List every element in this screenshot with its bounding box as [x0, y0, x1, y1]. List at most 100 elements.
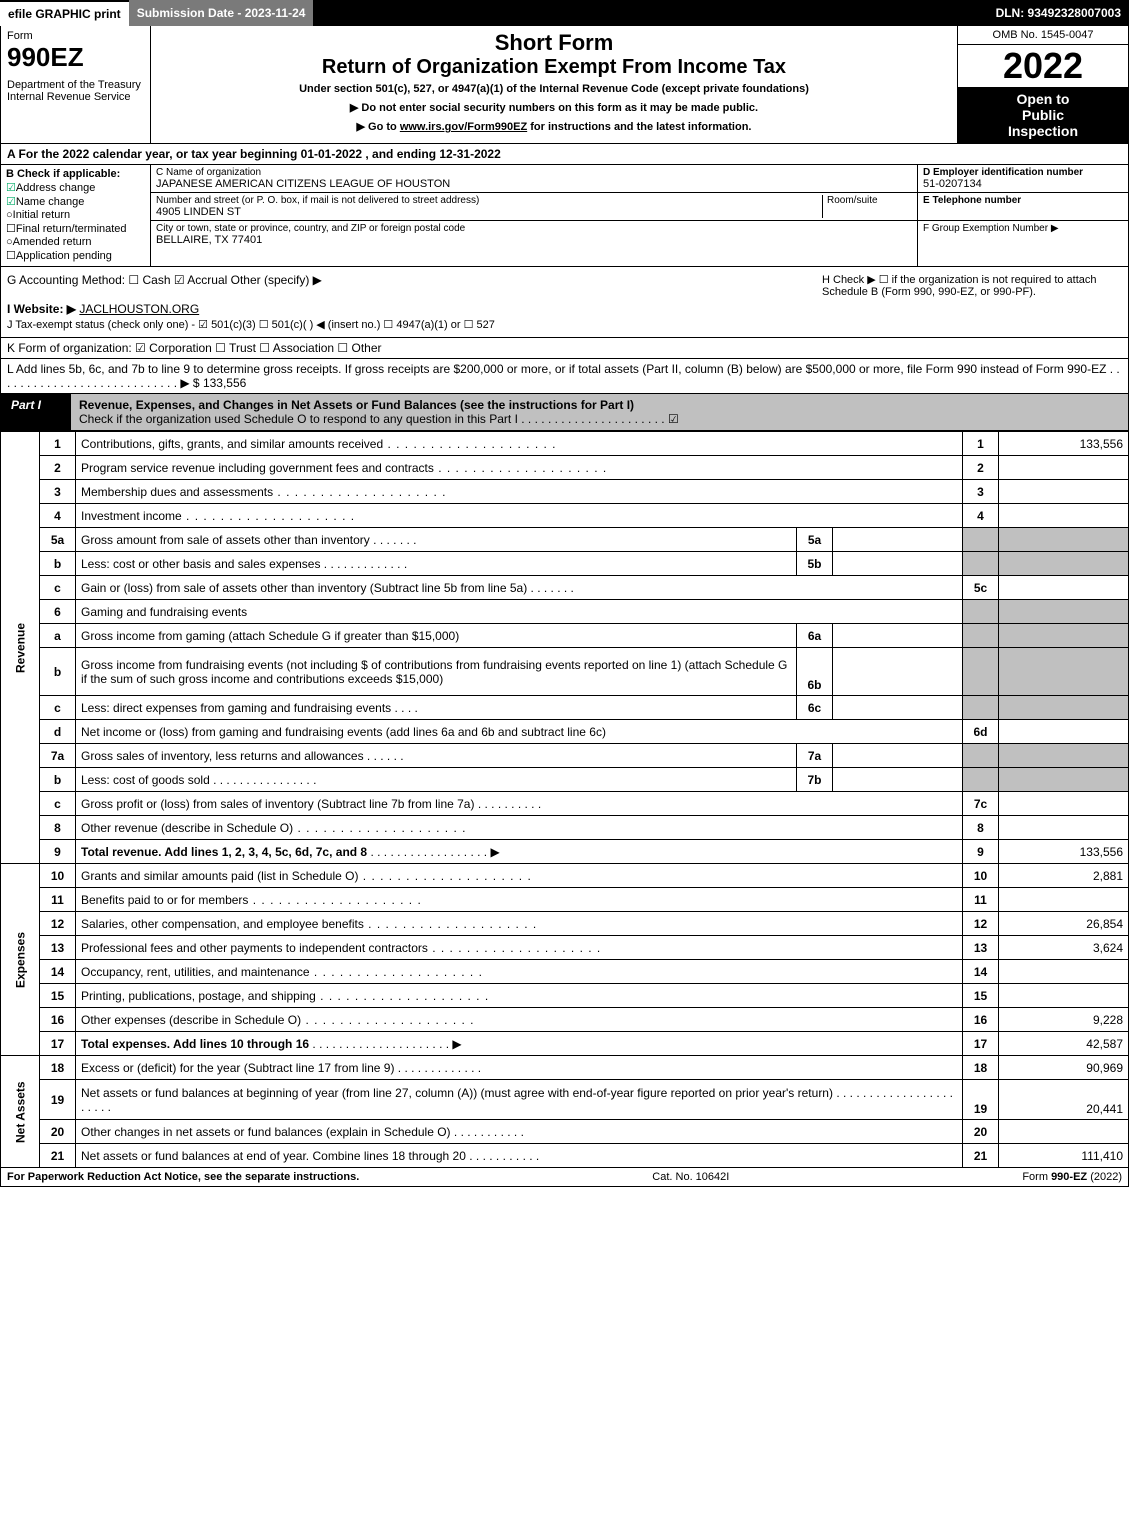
- line-desc: Occupancy, rent, utilities, and maintena…: [76, 960, 963, 984]
- table-row: Expenses 10 Grants and similar amounts p…: [1, 864, 1129, 888]
- part-i-title-block: Revenue, Expenses, and Changes in Net As…: [71, 394, 1128, 430]
- group-exemption-label: F Group Exemption Number ▶: [923, 223, 1123, 234]
- public-line-2: Public: [962, 107, 1124, 123]
- table-row: 21 Net assets or fund balances at end of…: [1, 1144, 1129, 1168]
- line-desc: Gross sales of inventory, less returns a…: [76, 744, 797, 768]
- line-box: 6d: [963, 720, 999, 744]
- line-desc: Contributions, gifts, grants, and simila…: [76, 432, 963, 456]
- check-final-return[interactable]: Final return/terminated: [6, 222, 145, 235]
- line-number: 9: [40, 840, 76, 864]
- line-number: 11: [40, 888, 76, 912]
- public-line-1: Open to: [962, 91, 1124, 107]
- city-label: City or town, state or province, country…: [156, 223, 912, 234]
- header-center: Short Form Return of Organization Exempt…: [151, 26, 958, 143]
- column-c-org: C Name of organization JAPANESE AMERICAN…: [151, 165, 918, 266]
- line-number: 7a: [40, 744, 76, 768]
- line-text: Gross amount from sale of assets other t…: [81, 533, 370, 547]
- line-amount: [999, 792, 1129, 816]
- line-amount: 26,854: [999, 912, 1129, 936]
- table-row: 7a Gross sales of inventory, less return…: [1, 744, 1129, 768]
- line-i-website: I Website: ▶ JACLHOUSTON.ORG: [7, 302, 1122, 316]
- form-title: Return of Organization Exempt From Incom…: [159, 56, 949, 79]
- line-desc: Gross amount from sale of assets other t…: [76, 528, 797, 552]
- line-box: 14: [963, 960, 999, 984]
- line-j-tax-exempt: J Tax-exempt status (check only one) - ☑…: [7, 318, 1122, 331]
- submission-date: Submission Date - 2023-11-24: [129, 0, 314, 26]
- line-number: 10: [40, 864, 76, 888]
- line-desc: Net assets or fund balances at end of ye…: [76, 1144, 963, 1168]
- check-name-change[interactable]: Name change: [6, 195, 145, 208]
- line-desc: Program service revenue including govern…: [76, 456, 963, 480]
- line-box: 2: [963, 456, 999, 480]
- table-row: c Gross profit or (loss) from sales of i…: [1, 792, 1129, 816]
- line-l-text: L Add lines 5b, 6c, and 7b to line 9 to …: [7, 362, 1120, 390]
- line-box: 13: [963, 936, 999, 960]
- table-row: b Less: cost of goods sold . . . . . . .…: [1, 768, 1129, 792]
- line-box: 9: [963, 840, 999, 864]
- line-desc: Investment income: [76, 504, 963, 528]
- line-desc: Professional fees and other payments to …: [76, 936, 963, 960]
- line-box: 10: [963, 864, 999, 888]
- line-amount: [999, 528, 1129, 552]
- mid-box: 7a: [797, 744, 833, 768]
- line-box: 18: [963, 1056, 999, 1080]
- line-number: c: [40, 792, 76, 816]
- line-desc: Membership dues and assessments: [76, 480, 963, 504]
- line-text: Printing, publications, postage, and shi…: [81, 989, 316, 1003]
- line-amount: 42,587: [999, 1032, 1129, 1056]
- line-h-check: H Check ▶ ☐ if the organization is not r…: [822, 273, 1122, 298]
- check-application-pending[interactable]: Application pending: [6, 249, 145, 262]
- top-bar: efile GRAPHIC print Submission Date - 20…: [0, 0, 1129, 26]
- table-row: 9 Total revenue. Add lines 1, 2, 3, 4, 5…: [1, 840, 1129, 864]
- short-form-label: Short Form: [159, 30, 949, 56]
- line-text: Less: cost of goods sold: [81, 773, 210, 787]
- line-text: Total expenses. Add lines 10 through 16: [81, 1037, 309, 1051]
- line-box: 19: [963, 1080, 999, 1120]
- line-text: Investment income: [81, 509, 182, 523]
- check-initial-return[interactable]: Initial return: [6, 209, 145, 221]
- table-row: Net Assets 18 Excess or (deficit) for th…: [1, 1056, 1129, 1080]
- mid-amount: [833, 648, 963, 696]
- website-link[interactable]: JACLHOUSTON.ORG: [79, 302, 199, 316]
- line-box: [963, 744, 999, 768]
- table-row: 20 Other changes in net assets or fund b…: [1, 1120, 1129, 1144]
- form-header: Form 990EZ Department of the Treasury In…: [0, 26, 1129, 144]
- line-amount: [999, 504, 1129, 528]
- form-note-2: ▶ Go to www.irs.gov/Form990EZ for instru…: [159, 120, 949, 133]
- mid-box: 5a: [797, 528, 833, 552]
- line-number: 3: [40, 480, 76, 504]
- line-amount: 111,410: [999, 1144, 1129, 1168]
- efile-print-label[interactable]: efile GRAPHIC print: [0, 0, 129, 26]
- table-row: 19 Net assets or fund balances at beginn…: [1, 1080, 1129, 1120]
- line-number: 13: [40, 936, 76, 960]
- check-amended-return[interactable]: Amended return: [6, 236, 145, 248]
- line-amount: [999, 1120, 1129, 1144]
- line-number: c: [40, 696, 76, 720]
- street-value: 4905 LINDEN ST: [156, 206, 822, 218]
- line-box: 8: [963, 816, 999, 840]
- line-number: 20: [40, 1120, 76, 1144]
- line-number: 16: [40, 1008, 76, 1032]
- mid-amount: [833, 768, 963, 792]
- side-label-expenses: Expenses: [1, 864, 40, 1056]
- irs-link[interactable]: www.irs.gov/Form990EZ: [400, 121, 527, 133]
- section-ghij: G Accounting Method: ☐ Cash ☑ Accrual Ot…: [0, 267, 1129, 338]
- line-amount: 2,881: [999, 864, 1129, 888]
- table-row: 12 Salaries, other compensation, and emp…: [1, 912, 1129, 936]
- line-amount: [999, 696, 1129, 720]
- line-text: Excess or (deficit) for the year (Subtra…: [81, 1061, 394, 1075]
- line-desc: Grants and similar amounts paid (list in…: [76, 864, 963, 888]
- line-box: 11: [963, 888, 999, 912]
- dln-label: DLN: 93492328007003: [988, 0, 1129, 26]
- line-text: Other expenses (describe in Schedule O): [81, 1013, 301, 1027]
- part-i-header: Part I Revenue, Expenses, and Changes in…: [0, 394, 1129, 431]
- footer-left: For Paperwork Reduction Act Notice, see …: [7, 1171, 359, 1183]
- mid-box: 6b: [797, 648, 833, 696]
- line-amount: 20,441: [999, 1080, 1129, 1120]
- line-text: Gross sales of inventory, less returns a…: [81, 749, 364, 763]
- table-row: d Net income or (loss) from gaming and f…: [1, 720, 1129, 744]
- check-address-change[interactable]: Address change: [6, 181, 145, 194]
- line-text: Other changes in net assets or fund bala…: [81, 1125, 451, 1139]
- line-box: 17: [963, 1032, 999, 1056]
- line-desc: Gain or (loss) from sale of assets other…: [76, 576, 963, 600]
